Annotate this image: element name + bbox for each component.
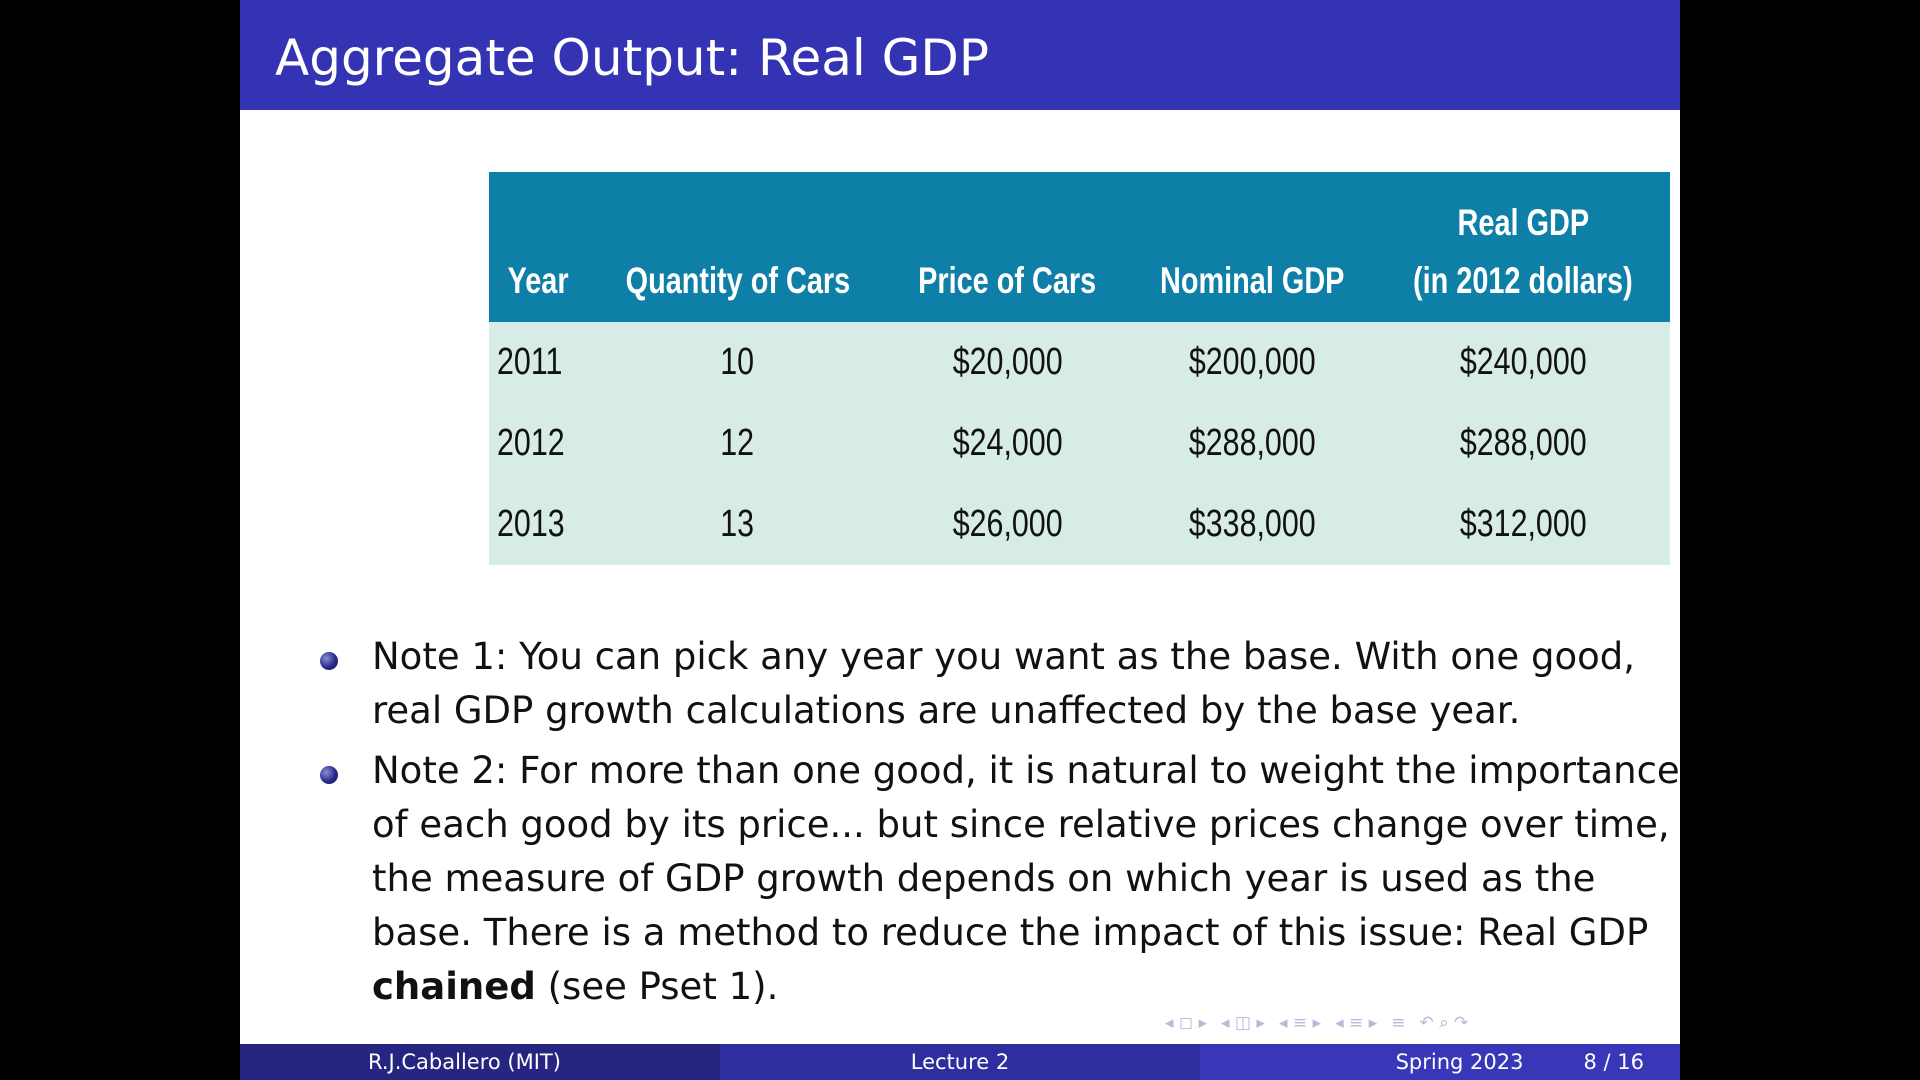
bullet-icon xyxy=(320,766,338,784)
cell-nominal-gdp: $200,000 xyxy=(1127,322,1377,403)
nav-frame-icon[interactable]: ◂ ◻ ▸ xyxy=(1165,1013,1207,1033)
gdp-table: Year Quantity of Cars Price of Cars Nomi… xyxy=(489,172,1670,565)
cell-price: $24,000 xyxy=(887,403,1128,484)
cell-nominal-gdp: $338,000 xyxy=(1127,484,1377,565)
table-row: 2012 12 $24,000 $288,000 $288,000 xyxy=(489,403,1670,484)
table-row: 2013 13 $26,000 $338,000 $312,000 xyxy=(489,484,1670,565)
nav-outline-icon[interactable]: ≡ xyxy=(1391,1013,1406,1033)
slide-title: Aggregate Output: Real GDP xyxy=(275,29,990,87)
cell-price: $26,000 xyxy=(887,484,1128,565)
page-number: 8 / 16 xyxy=(1583,1050,1644,1074)
notes-list: Note 1: You can pick any year you want a… xyxy=(300,630,1680,1020)
bullet-icon xyxy=(320,652,338,670)
beamer-navigation: ◂ ◻ ▸ ◂ ◫ ▸ ◂ ≡ ▸ ◂ ≡ ▸ ≡ ↶ ⌕ ↷ xyxy=(1165,1012,1645,1034)
cell-quantity: 10 xyxy=(587,322,888,403)
table-header-row: Year Quantity of Cars Price of Cars Nomi… xyxy=(489,172,1670,322)
header-real-gdp: Real GDP (in 2012 dollars) xyxy=(1376,172,1670,322)
nav-document-icon[interactable]: ◂ ≡ ▸ xyxy=(1335,1013,1378,1033)
header-nominal-gdp: Nominal GDP xyxy=(1127,172,1377,322)
footer-lecture: Lecture 2 xyxy=(720,1044,1200,1080)
note-item: Note 2: For more than one good, it is na… xyxy=(300,744,1680,1014)
slide: Aggregate Output: Real GDP Year Quantity… xyxy=(240,0,1680,1080)
table-row: 2011 10 $20,000 $200,000 $240,000 xyxy=(489,322,1670,403)
nav-subsection-icon[interactable]: ◂ ◫ ▸ xyxy=(1221,1013,1265,1033)
cell-price: $20,000 xyxy=(887,322,1128,403)
note-item: Note 1: You can pick any year you want a… xyxy=(300,630,1680,738)
cell-real-gdp: $240,000 xyxy=(1376,322,1670,403)
cell-year: 2013 xyxy=(489,484,588,565)
cell-quantity: 13 xyxy=(587,484,888,565)
footer-date: Spring 2023 8 / 16 xyxy=(1200,1044,1680,1080)
footer: R.J.Caballero (MIT) Lecture 2 Spring 202… xyxy=(240,1044,1680,1080)
nav-search-back-forward-icon[interactable]: ↶ ⌕ ↷ xyxy=(1419,1013,1469,1033)
cell-nominal-gdp: $288,000 xyxy=(1127,403,1377,484)
cell-real-gdp: $312,000 xyxy=(1376,484,1670,565)
footer-author: R.J.Caballero (MIT) xyxy=(240,1044,720,1080)
note-1-text: Note 1: You can pick any year you want a… xyxy=(372,635,1635,732)
cell-year: 2012 xyxy=(489,403,588,484)
cell-year: 2011 xyxy=(489,322,588,403)
header-year: Year xyxy=(489,172,588,322)
note-2-text: Note 2: For more than one good, it is na… xyxy=(372,749,1680,954)
nav-section-icon[interactable]: ◂ ≡ ▸ xyxy=(1278,1013,1322,1033)
note-2-bold-term: chained xyxy=(372,965,536,1008)
note-2-tail: (see Pset 1). xyxy=(535,965,779,1008)
cell-real-gdp: $288,000 xyxy=(1376,403,1670,484)
cell-quantity: 12 xyxy=(587,403,888,484)
header-price: Price of Cars xyxy=(887,172,1128,322)
header-quantity: Quantity of Cars xyxy=(587,172,888,322)
title-bar: Aggregate Output: Real GDP xyxy=(240,0,1680,110)
